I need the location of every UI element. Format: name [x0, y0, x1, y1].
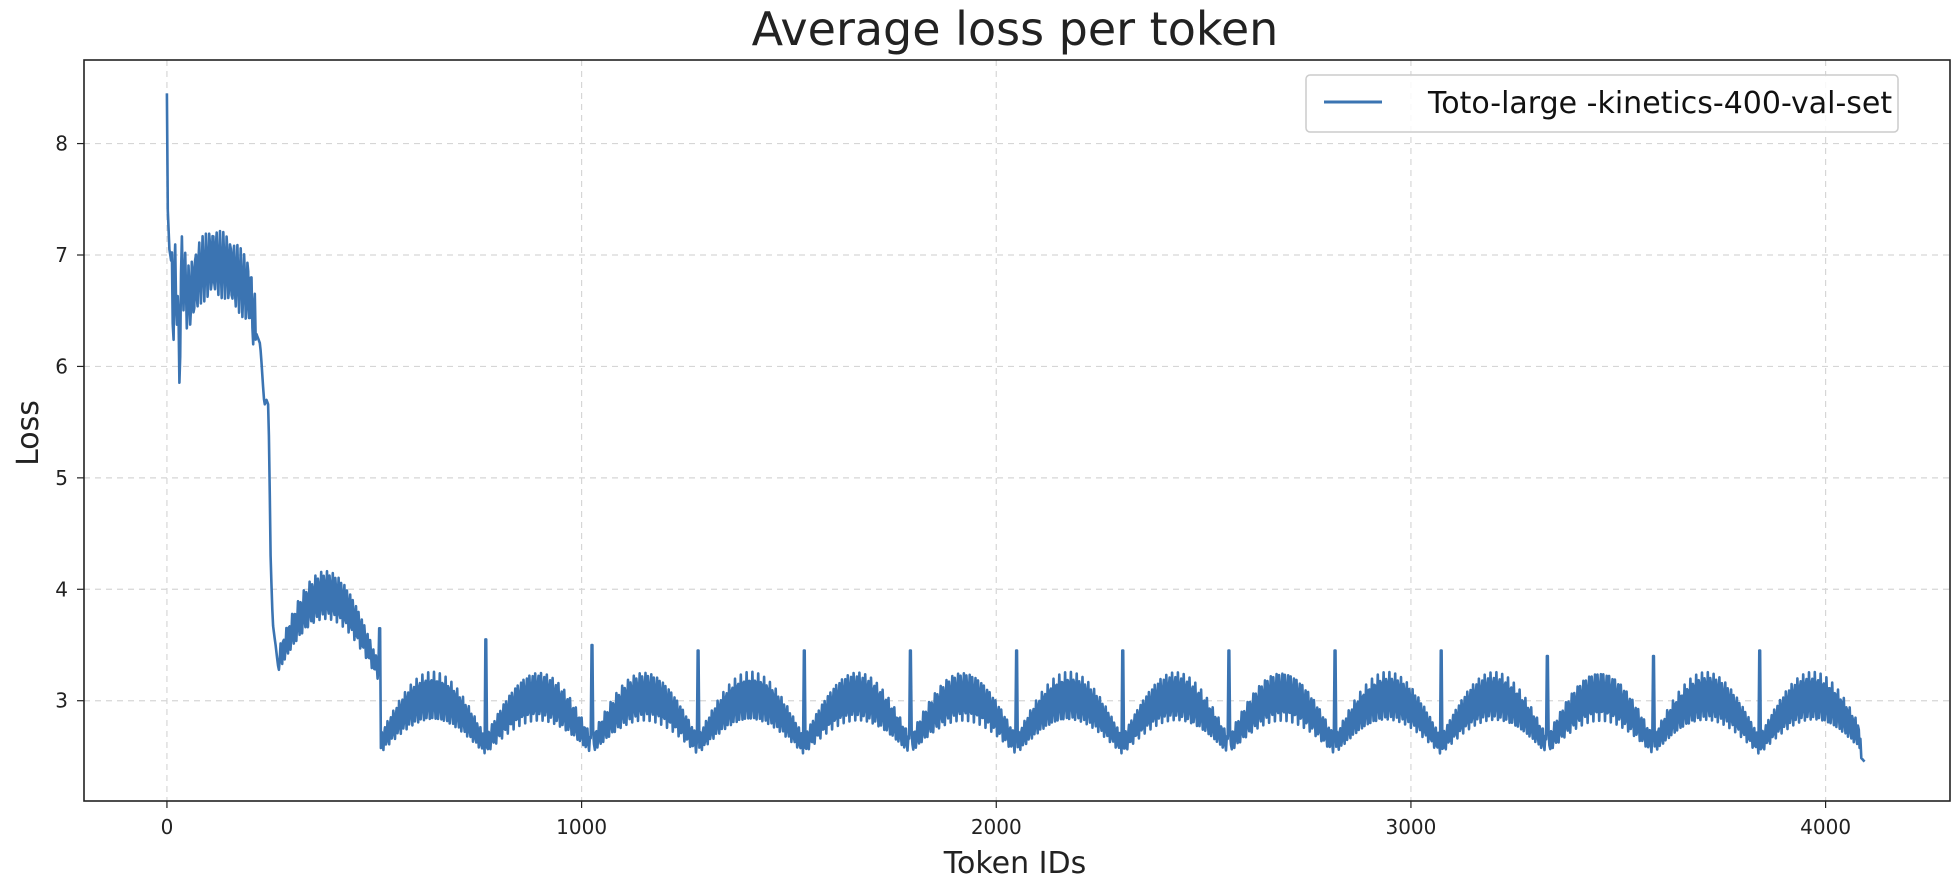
- grid-layer: [84, 60, 1950, 801]
- legend-box: [1305, 74, 1899, 133]
- x-tick-label: 1000: [556, 815, 607, 839]
- y-tick-label: 4: [55, 577, 68, 601]
- x-tick-label: 4000: [1800, 815, 1851, 839]
- legend: Toto-large -kinetics-400-val-set: [1305, 74, 1899, 133]
- series-line-loss: [165, 93, 1866, 763]
- x-tick-label: 2000: [971, 815, 1022, 839]
- y-tick-label: 8: [55, 132, 68, 156]
- plot-frame: [83, 59, 1951, 802]
- y-tick-label: 6: [55, 354, 68, 378]
- chart-title: Average loss per token: [752, 2, 1279, 56]
- x-tick-label: 0: [161, 815, 174, 839]
- legend-label: Toto-large -kinetics-400-val-set: [1427, 86, 1892, 121]
- y-axis-title: Loss: [11, 400, 46, 466]
- y-tick-label: 5: [55, 466, 68, 490]
- y-tick-label: 7: [55, 243, 68, 267]
- x-tick-label: 3000: [1385, 815, 1436, 839]
- x-axis-title: Token IDs: [943, 846, 1086, 881]
- tick-layer: 0 1000 2000 3000 4000 3 4 5 6 7 8: [55, 132, 1851, 839]
- y-tick-label: 3: [55, 689, 68, 713]
